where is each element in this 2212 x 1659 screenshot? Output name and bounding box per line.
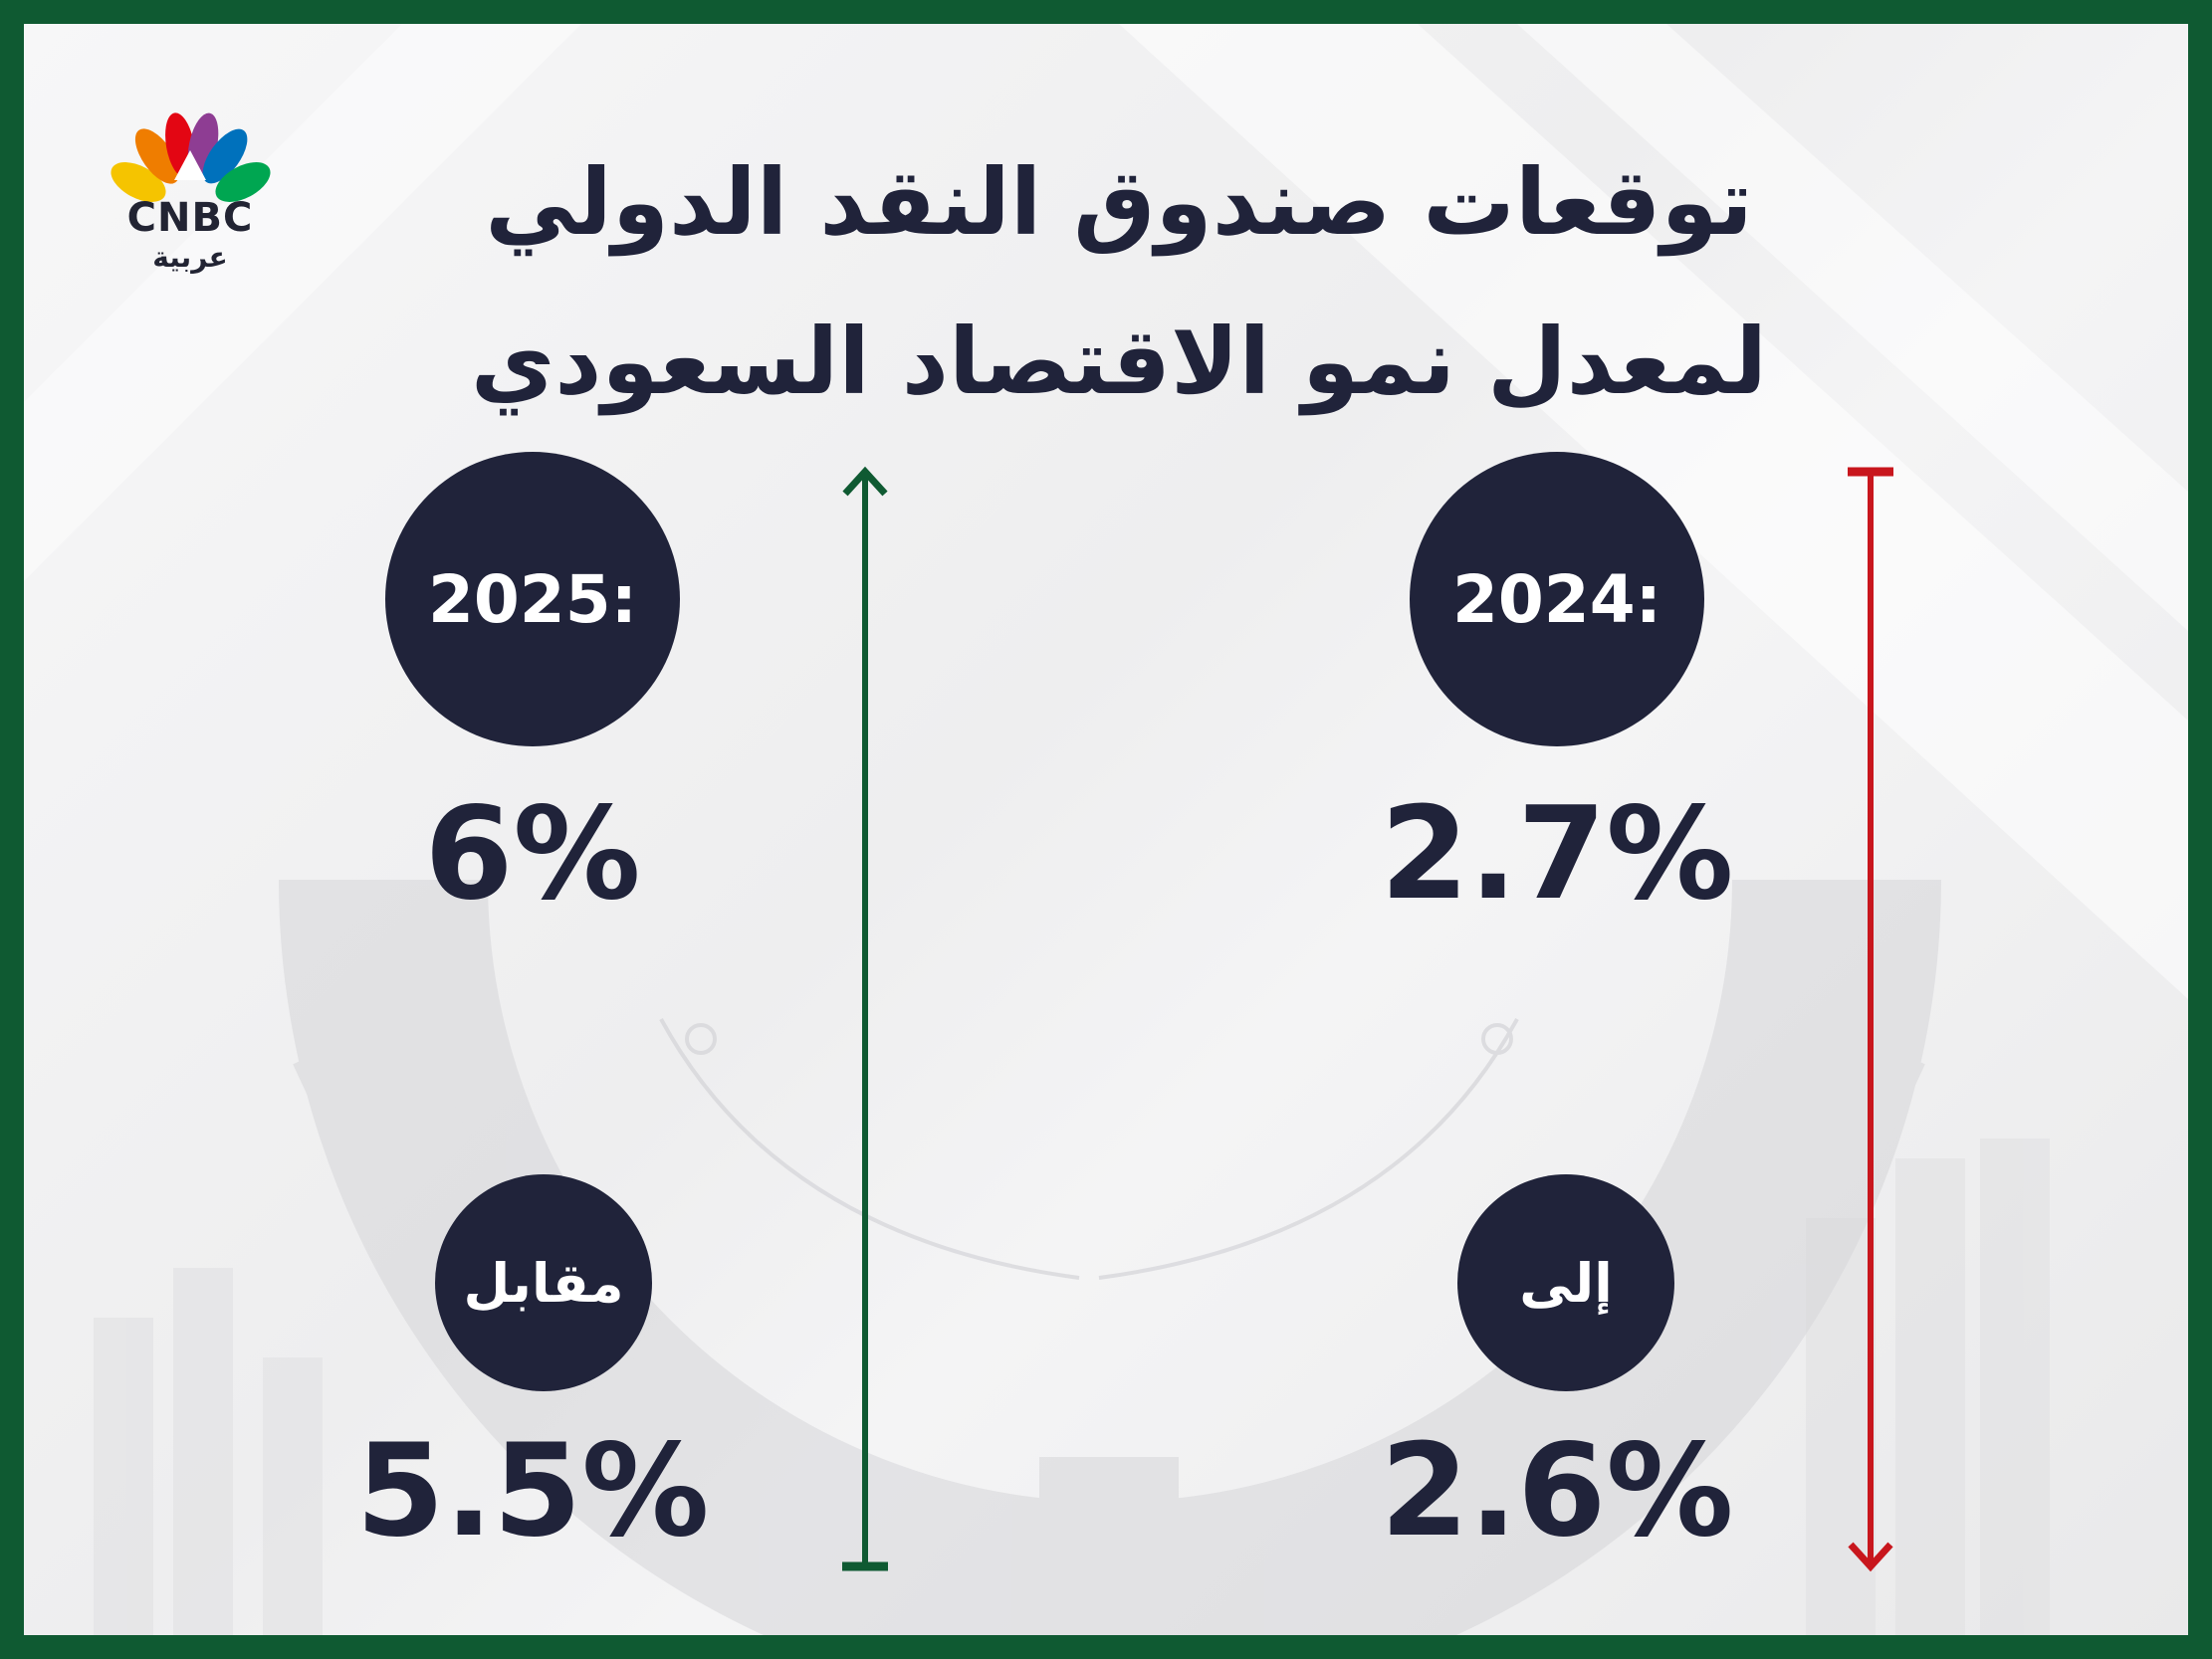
year-2024-badge: 2024: [1410,452,1704,746]
page-title: توقعات صندوق النقد الدولي لمعدل نمو الاق… [323,123,1915,442]
down-arrow-icon [1848,467,1893,1572]
forecast-2024-new-value: 2.7% [1380,780,1734,929]
forecast-2024-old-value: 2.6% [1380,1417,1734,1565]
connector-badge-to: إلى [1457,1174,1674,1391]
title-line-1: توقعات صندوق النقد الدولي [485,149,1753,256]
forecast-2025-old-value: 5.5% [355,1417,710,1565]
logo-subtitle: عربية [152,241,228,274]
year-2025-badge: 2025: [385,452,680,746]
forecast-2025-new-value: 6% [424,780,641,929]
title-line-2: لمعدل نمو الاقتصاد السعودي [470,309,1768,415]
up-arrow-icon [842,466,888,1571]
cnbc-peacock-logo [111,112,271,202]
connector-badge-versus: مقابل [435,1174,652,1391]
logo-wordmark: CNBC [126,195,254,241]
